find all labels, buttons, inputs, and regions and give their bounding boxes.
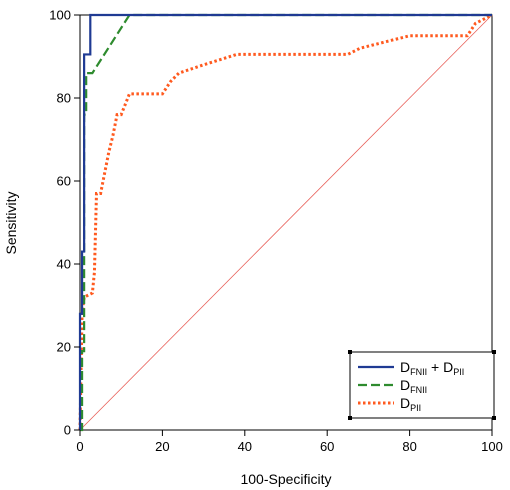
x-axis-title: 100-Specificity xyxy=(240,471,331,487)
y-tick-label: 100 xyxy=(49,8,71,23)
legend-label: DFNII xyxy=(400,377,427,395)
x-tick-label: 20 xyxy=(155,439,169,454)
reference-line xyxy=(79,14,493,431)
x-tick-label: 80 xyxy=(402,439,416,454)
y-axis: 0 20 40 60 80 100 xyxy=(49,8,80,438)
series-layer xyxy=(78,13,493,432)
y-axis-title: Sensitivity xyxy=(3,191,19,254)
x-tick-label: 100 xyxy=(481,439,503,454)
x-tick-label: 60 xyxy=(320,439,334,454)
series-line xyxy=(78,13,492,430)
legend-label: DPII xyxy=(400,395,421,413)
y-tick-label: 80 xyxy=(57,91,71,106)
legend-corner-handle xyxy=(348,350,352,354)
y-tick-label: 40 xyxy=(57,257,71,272)
y-tick-label: 20 xyxy=(57,340,71,355)
y-tick-label: 60 xyxy=(57,174,71,189)
x-axis: 0 20 40 60 80 100 xyxy=(76,430,503,454)
legend-corner-handle xyxy=(492,350,496,354)
legend-corner-handle xyxy=(348,416,352,420)
series-line xyxy=(78,13,493,431)
legend-corner-handle xyxy=(492,416,496,420)
x-tick-label: 40 xyxy=(238,439,252,454)
x-tick-label: 0 xyxy=(76,439,83,454)
reference-diagonal xyxy=(79,14,493,431)
legend-label: DFNII + DPII xyxy=(400,359,464,377)
y-tick-label: 0 xyxy=(64,423,71,438)
